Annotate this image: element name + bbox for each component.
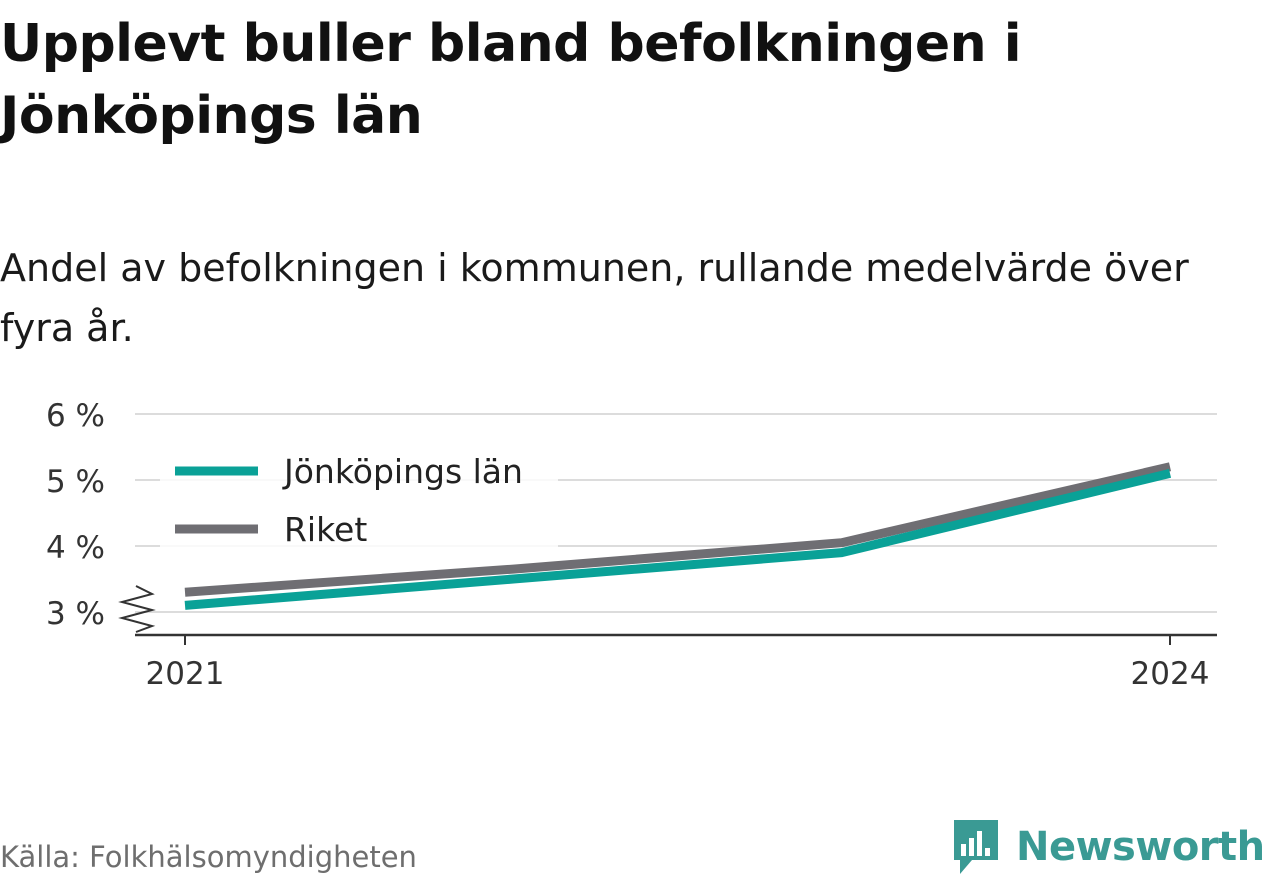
legend-background bbox=[160, 440, 558, 558]
y-tick-label: 4 % bbox=[46, 530, 105, 566]
series-line bbox=[184, 469, 1172, 610]
legend: Jönköpings län Riket bbox=[160, 440, 558, 558]
series-line bbox=[184, 462, 1172, 597]
chart-subtitle: Andel av befolkningen i kommunen, rullan… bbox=[0, 246, 1189, 350]
axis-break-mark bbox=[118, 585, 156, 633]
source-note: Källa: Folkhälsomyndigheten bbox=[0, 840, 417, 874]
y-tick-label: 3 % bbox=[46, 596, 105, 632]
x-tick-label: 2024 bbox=[1131, 656, 1210, 692]
y-tick-label: 6 % bbox=[46, 398, 105, 434]
series-lines bbox=[184, 462, 1172, 610]
legend-label: Jönköpings län bbox=[282, 452, 523, 491]
legend-label: Riket bbox=[284, 510, 367, 549]
brand-name: Newsworthy bbox=[1016, 824, 1262, 870]
x-tick-label: 2021 bbox=[146, 656, 225, 692]
y-tick-label: 5 % bbox=[46, 464, 105, 500]
y-axis: 3 % 4 % 5 % 6 % bbox=[46, 398, 156, 633]
bar-chart-speech-bubble-icon bbox=[954, 820, 998, 874]
chart-title: Upplevt buller bland befolkningen i Jönk… bbox=[0, 14, 1022, 146]
x-axis: 2021 2024 bbox=[135, 633, 1217, 692]
brand-logo: Newsworthy bbox=[950, 816, 1262, 878]
